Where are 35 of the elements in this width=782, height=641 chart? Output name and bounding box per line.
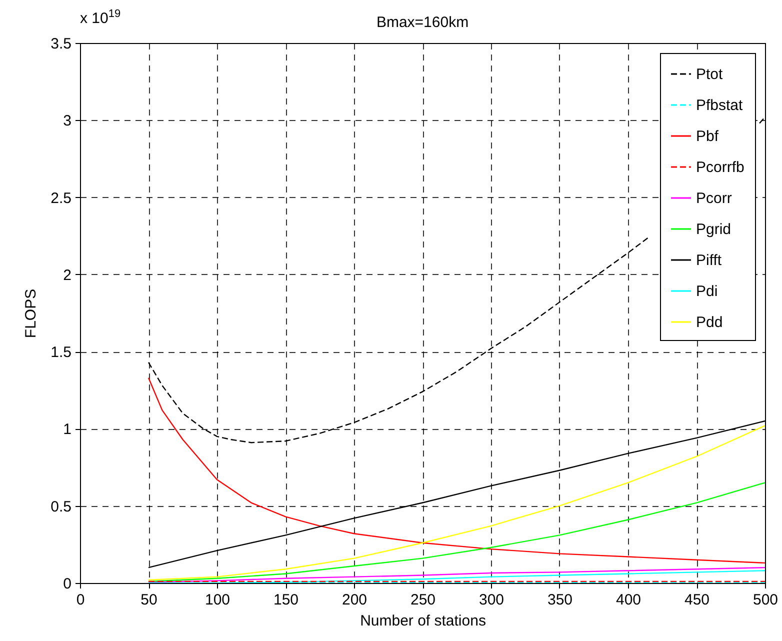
x-tick-label: 0	[76, 592, 85, 608]
y-tick-label: 3	[63, 112, 72, 130]
legend-label: Pgrid	[696, 221, 732, 238]
x-tick-label: 250	[410, 592, 436, 608]
x-axis-title: Number of stations	[360, 612, 486, 630]
legend-label: Pifft	[696, 252, 722, 269]
x-tick-label: 100	[204, 592, 230, 608]
y-tick-label: 0	[63, 576, 72, 592]
x-tick-label: 200	[342, 592, 368, 608]
chart-title: Bmax=160km	[376, 14, 469, 31]
x-tick-label: 50	[140, 592, 158, 608]
y-tick-label: 1.5	[50, 344, 72, 362]
x-tick-label: 350	[547, 592, 573, 608]
y-tick-label: 2.5	[50, 190, 72, 207]
x-tick-label: 300	[478, 592, 504, 608]
x-tick-label: 500	[752, 592, 778, 608]
y-tick-label: 2	[63, 266, 72, 284]
legend-label: Pdi	[696, 283, 718, 300]
y-tick-label: 3.5	[50, 36, 72, 52]
y-axis-title: FLOPS	[22, 288, 40, 338]
x-tick-label: 150	[273, 592, 299, 608]
legend-label: Ptot	[696, 66, 724, 83]
legend-label: Pdd	[696, 314, 723, 331]
legend-label: Pcorrfb	[696, 159, 744, 176]
y-tick-label: 0.5	[50, 498, 72, 516]
legend-label: Pcorr	[696, 190, 732, 207]
y-tick-label: 1	[63, 421, 72, 438]
x-tick-label: 450	[684, 592, 710, 608]
line-series	[148, 377, 765, 564]
legend-label: Pfbstat	[696, 97, 744, 114]
line-series	[148, 482, 765, 582]
legend-label: Pbf	[696, 128, 720, 145]
x-tick-label: 400	[616, 592, 642, 608]
line-series	[148, 566, 765, 583]
text: x 10$^{19}$	[80, 8, 121, 27]
